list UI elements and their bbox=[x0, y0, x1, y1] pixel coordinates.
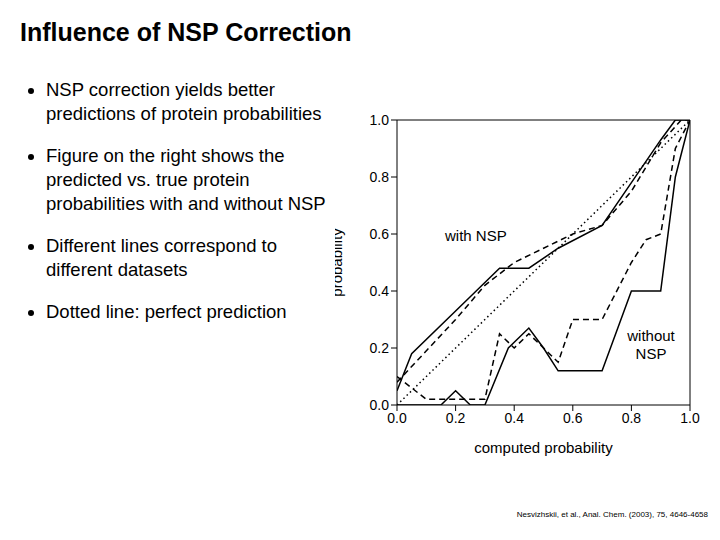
svg-text:0.0: 0.0 bbox=[387, 410, 407, 426]
html-text:Figure on the right shows the: Figure on the right shows the predicted … bbox=[46, 145, 326, 214]
svg-text:0.2: 0.2 bbox=[370, 340, 390, 356]
html-text:Nesvizhskii, et al., Anal. Che: Nesvizhskii, et al., Anal. Chem. (2003),… bbox=[516, 510, 708, 519]
svg-text:0.6: 0.6 bbox=[563, 410, 583, 426]
svg-text:0.6: 0.6 bbox=[370, 226, 390, 242]
svg-text:1.0: 1.0 bbox=[680, 410, 700, 426]
html-text:Dotted line: perfect predictio: Dotted line: perfect prediction bbox=[46, 301, 287, 322]
html-text:NSP correction yields better p: NSP correction yields better predictions… bbox=[46, 79, 322, 124]
html-text:Different lines correspond to: Different lines correspond to different … bbox=[46, 235, 277, 280]
svg-text:0.4: 0.4 bbox=[504, 410, 524, 426]
svg-text:0.8: 0.8 bbox=[622, 410, 642, 426]
html-text:with NSP: with NSP bbox=[445, 227, 507, 244]
html-text:without NSP: without NSP bbox=[627, 327, 675, 362]
svg-text:0.8: 0.8 bbox=[370, 169, 390, 185]
svg-text:probability: probability bbox=[335, 228, 345, 297]
html-text:Influence of NSP Correction: Influence of NSP Correction bbox=[20, 18, 352, 46]
svg-text:1.0: 1.0 bbox=[370, 112, 390, 128]
svg-text:0.2: 0.2 bbox=[446, 410, 466, 426]
svg-text:0.4: 0.4 bbox=[370, 283, 390, 299]
svg-text:0.0: 0.0 bbox=[370, 397, 390, 413]
svg-text:computed probability: computed probability bbox=[474, 439, 613, 456]
